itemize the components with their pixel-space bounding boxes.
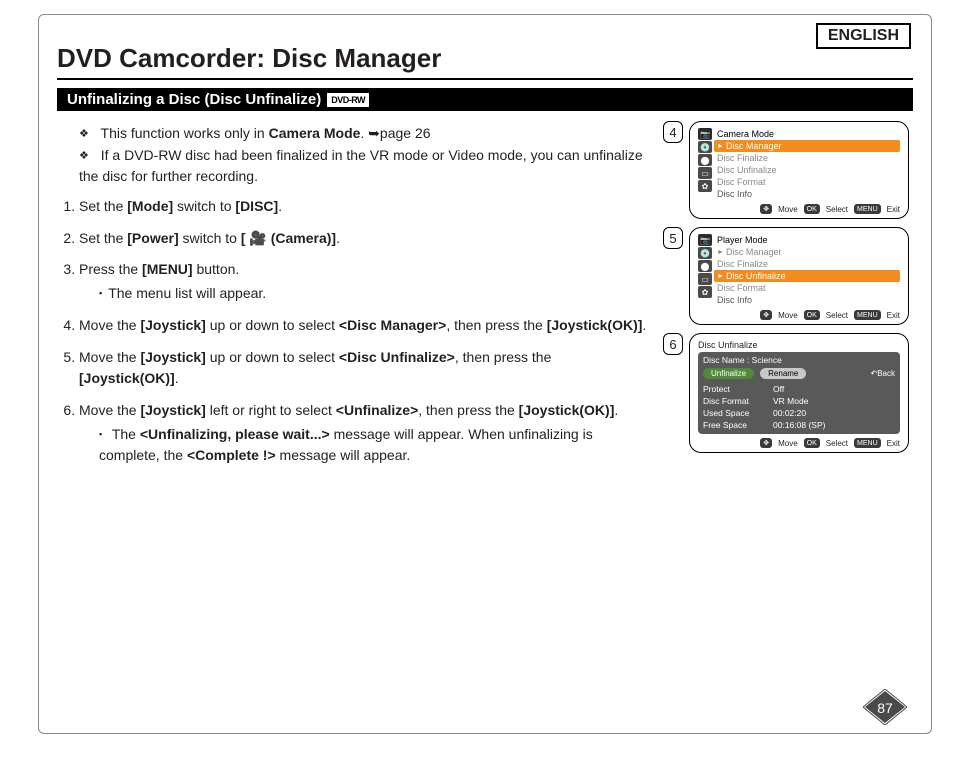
menu-item: Disc Info [714, 294, 900, 306]
figure-number: 4 [663, 121, 683, 143]
menu-list: Player Mode ►Disc Manager Disc Finalize … [714, 234, 900, 306]
info-row: Used Space00:02:20 [703, 407, 895, 419]
record-icon: ⬤ [698, 260, 712, 272]
disc-icon: 💿 [698, 247, 712, 259]
menu-badge: MENU [854, 438, 881, 448]
arrows-icon: ✥ [760, 438, 772, 448]
dvd-rw-badge: DVD-RW [327, 93, 369, 107]
control-hints: ✥Move OKSelect MENUExit [698, 310, 900, 320]
menu-item: ►Disc Manager [714, 246, 900, 258]
control-hints: ✥Move OKSelect MENUExit [698, 438, 900, 448]
step-item: Move the [Joystick] up or down to select… [79, 315, 649, 337]
rename-button: Rename [760, 368, 806, 379]
menu-item: Disc Format [714, 176, 900, 188]
ok-badge: OK [804, 310, 820, 320]
menu-item: Disc Info [714, 188, 900, 200]
screen-title: Disc Unfinalize [698, 340, 900, 350]
step-item: Set the [Mode] switch to [DISC]. [79, 196, 649, 218]
ok-badge: OK [804, 438, 820, 448]
gear-icon: ✿ [698, 286, 712, 298]
menu-list: Camera Mode Disc Manager Disc Finalize D… [714, 128, 900, 200]
manual-page: ENGLISH DVD Camcorder: Disc Manager Unfi… [38, 14, 932, 734]
step-item: Move the [Joystick] left or right to sel… [79, 400, 649, 467]
menu-badge: MENU [854, 310, 881, 320]
notes-list: This function works only in Camera Mode.… [79, 123, 649, 188]
lcd-screen: Disc Unfinalize Disc Name : Science Unfi… [689, 333, 909, 453]
info-panel: Disc Name : Science Unfinalize Rename ↶B… [698, 352, 900, 434]
page-title: DVD Camcorder: Disc Manager [57, 43, 913, 80]
section-heading-text: Unfinalizing a Disc (Disc Unfinalize) [67, 91, 321, 108]
gear-icon: ✿ [698, 180, 712, 192]
note-item: If a DVD-RW disc had been finalized in t… [79, 145, 649, 188]
content-row: This function works only in Camera Mode.… [57, 121, 913, 477]
page-number: 87 [877, 700, 893, 716]
back-label: ↶Back [871, 369, 896, 378]
unfinalize-button: Unfinalize [703, 368, 754, 379]
language-box: ENGLISH [816, 23, 911, 49]
page-number-badge: 87 [863, 689, 907, 725]
menu-badge: MENU [854, 204, 881, 214]
ok-badge: OK [804, 204, 820, 214]
section-heading: Unfinalizing a Disc (Disc Unfinalize) DV… [57, 88, 913, 111]
figure-number: 6 [663, 333, 683, 355]
icon-column: 📷 💿 ⬤ ▭ ✿ [698, 234, 712, 306]
camera-icon: 📷 [698, 128, 712, 140]
steps-list: Set the [Mode] switch to [DISC]. Set the… [79, 196, 649, 467]
substep: The menu list will appear. [99, 283, 649, 305]
display-icon: ▭ [698, 167, 712, 179]
step-item: Press the [MENU] button. The menu list w… [79, 259, 649, 304]
mode-label: Player Mode [714, 234, 900, 246]
menu-item: Disc Unfinalize [714, 164, 900, 176]
menu-item: Disc Format [714, 282, 900, 294]
mode-label: Camera Mode [714, 128, 900, 140]
figure-4: 4 📷 💿 ⬤ ▭ ✿ Camera Mode Disc Manager [663, 121, 913, 219]
disc-name-row: Disc Name : Science [703, 355, 895, 365]
button-row: Unfinalize Rename ↶Back [703, 368, 895, 379]
substep: The <Unfinalizing, please wait...> messa… [99, 424, 649, 467]
step-item: Set the [Power] switch to [ 🎥 (Camera)]. [79, 228, 649, 250]
arrows-icon: ✥ [760, 310, 772, 320]
arrows-icon: ✥ [760, 204, 772, 214]
info-row: ProtectOff [703, 383, 895, 395]
record-icon: ⬤ [698, 154, 712, 166]
display-icon: ▭ [698, 273, 712, 285]
menu-item-selected: Disc Unfinalize [714, 270, 900, 282]
step-item: Move the [Joystick] up or down to select… [79, 347, 649, 390]
disc-icon: 💿 [698, 141, 712, 153]
instructions-column: This function works only in Camera Mode.… [57, 121, 649, 477]
figure-5: 5 📷 💿 ⬤ ▭ ✿ Player Mode ►Disc Manager [663, 227, 913, 325]
info-row: Free Space00:16:08 (SP) [703, 419, 895, 431]
lcd-screen: 📷 💿 ⬤ ▭ ✿ Player Mode ►Disc Manager Disc… [689, 227, 909, 325]
info-row: Disc FormatVR Mode [703, 395, 895, 407]
icon-column: 📷 💿 ⬤ ▭ ✿ [698, 128, 712, 200]
menu-item-selected: Disc Manager [714, 140, 900, 152]
menu-item: Disc Finalize [714, 152, 900, 164]
figure-6: 6 Disc Unfinalize Disc Name : Science Un… [663, 333, 913, 453]
figures-column: 4 📷 💿 ⬤ ▭ ✿ Camera Mode Disc Manager [663, 121, 913, 477]
lcd-screen: 📷 💿 ⬤ ▭ ✿ Camera Mode Disc Manager Disc … [689, 121, 909, 219]
camera-icon: 📷 [698, 234, 712, 246]
note-item: This function works only in Camera Mode.… [79, 123, 649, 145]
figure-number: 5 [663, 227, 683, 249]
control-hints: ✥Move OKSelect MENUExit [698, 204, 900, 214]
menu-item: Disc Finalize [714, 258, 900, 270]
